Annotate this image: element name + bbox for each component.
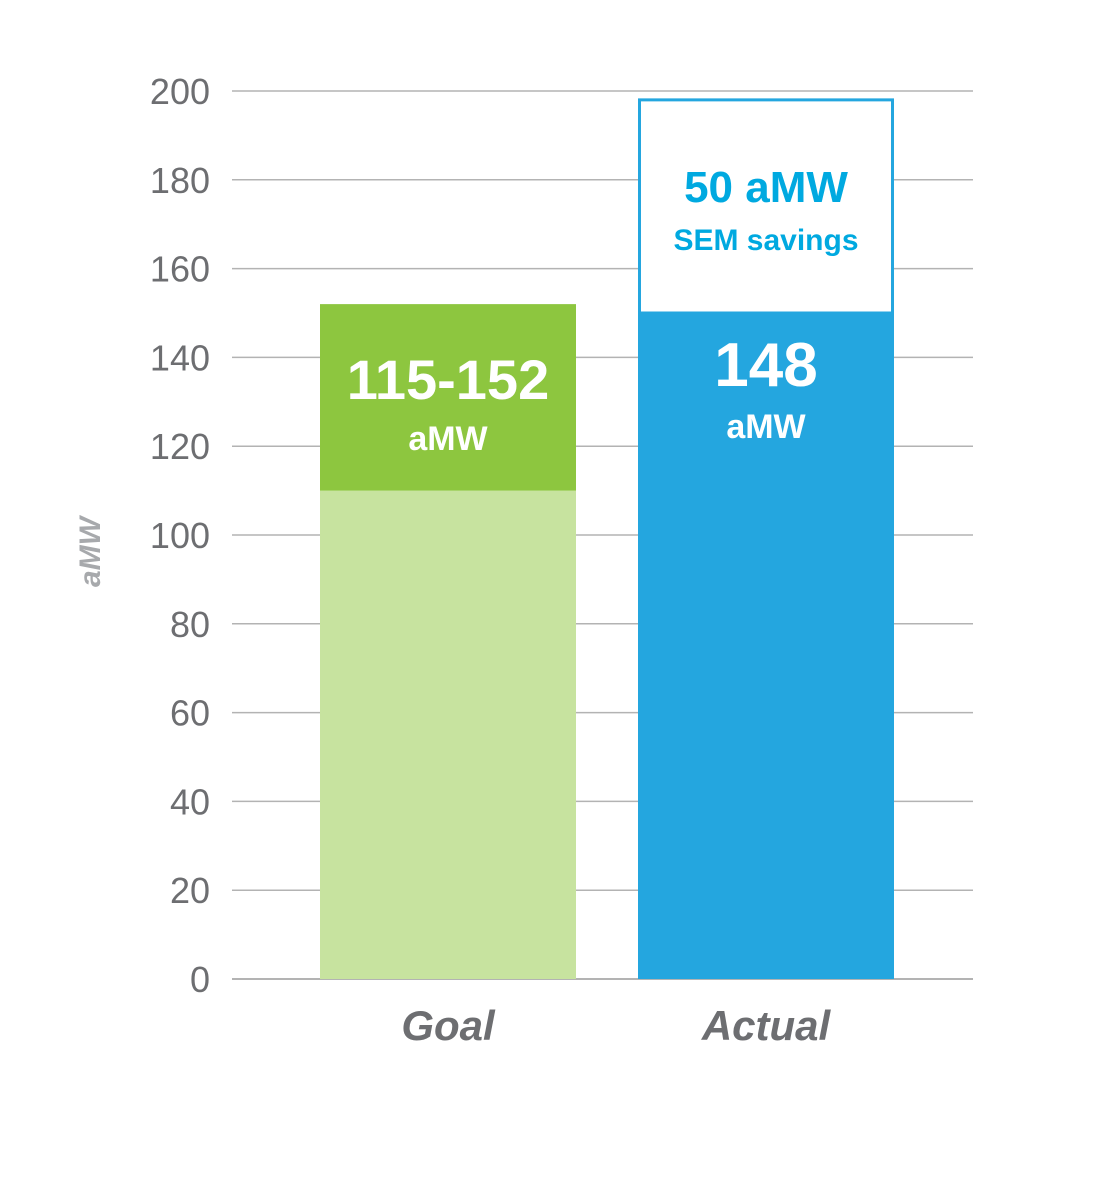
bars: 115-152 aMW 50 aMW SEM savings 148 aMW (320, 98, 894, 979)
x-category-label-actual: Actual (701, 1002, 832, 1049)
y-tick-label-160: 160 (150, 249, 210, 290)
bar-actual-unit-label: aMW (726, 408, 806, 446)
y-tick-label-0: 0 (190, 959, 210, 1000)
y-tick-label-100: 100 (150, 515, 210, 556)
bar-goal-segment-1 (320, 304, 576, 491)
bar-goal-segment-0 (320, 490, 576, 979)
bar-actual-segment-0 (638, 313, 894, 979)
x-axis-categories: Goal Actual (401, 1002, 831, 1049)
y-axis-label: aMW (74, 514, 107, 587)
savings-label-main: 50 aMW (684, 163, 848, 212)
y-tick-label-140: 140 (150, 337, 210, 378)
y-tick-label-180: 180 (150, 160, 210, 201)
y-tick-label-200: 200 (150, 71, 210, 112)
y-tick-label-60: 60 (170, 693, 210, 734)
x-category-label-goal: Goal (401, 1002, 496, 1049)
y-axis-ticks: 0 20 40 60 80 100 120 140 160 180 200 (150, 71, 210, 1000)
y-tick-label-20: 20 (170, 870, 210, 911)
bar-goal-value-label: 115-152 (347, 348, 549, 411)
savings-label-sub: SEM savings (673, 224, 858, 257)
y-tick-label-80: 80 (170, 604, 210, 645)
bar-goal-unit-label: aMW (408, 420, 488, 458)
y-tick-label-120: 120 (150, 426, 210, 467)
bar-actual-savings-box (638, 98, 894, 315)
y-tick-label-40: 40 (170, 781, 210, 822)
bar-actual-value-label: 148 (714, 331, 817, 400)
